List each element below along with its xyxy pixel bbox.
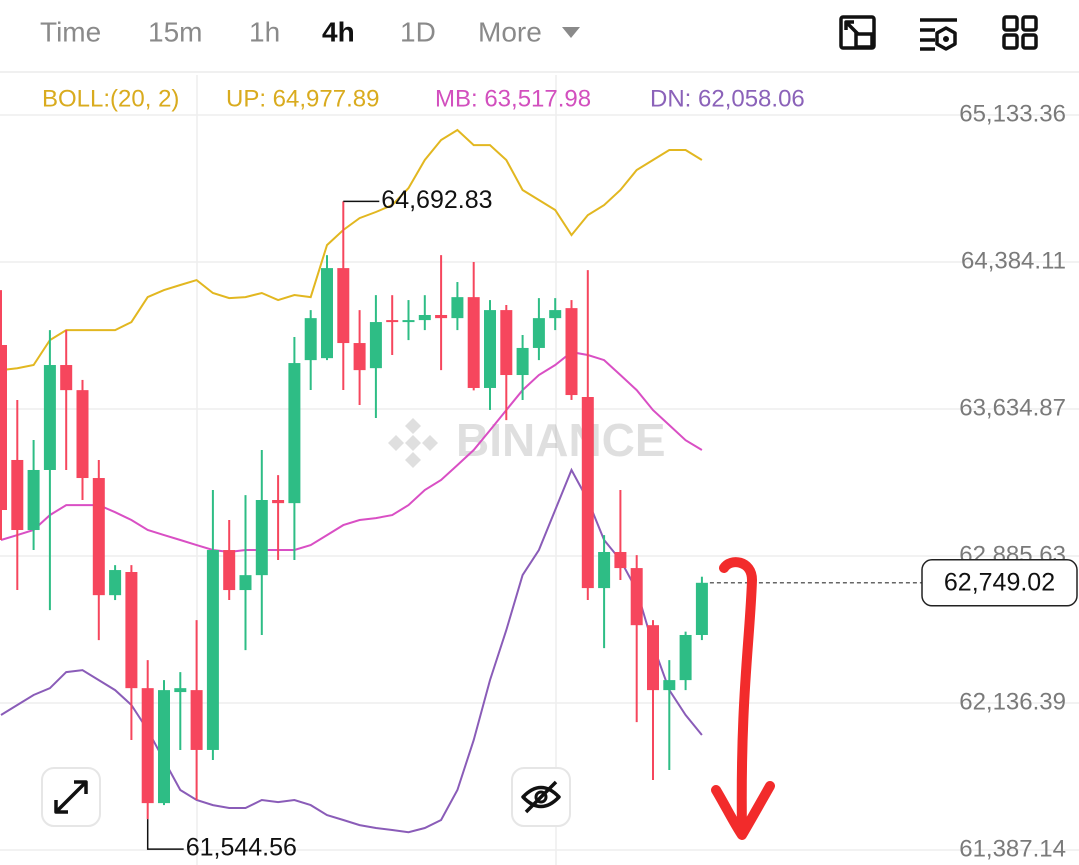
toolbar-icons bbox=[839, 15, 1038, 51]
y-tick-label: 64,384.11 bbox=[961, 247, 1066, 274]
candle-body bbox=[60, 365, 73, 391]
candle-body bbox=[647, 625, 659, 691]
candle-body bbox=[353, 343, 366, 371]
overlay: 64,692.83 61,544.56 62,749.02 bbox=[146, 186, 1078, 862]
indicator-name: BOLL:(20, 2) bbox=[42, 85, 179, 112]
candle-body bbox=[402, 320, 415, 323]
tab-more[interactable]: More bbox=[478, 16, 542, 47]
tab[interactable]: Time bbox=[40, 16, 101, 47]
candle-body bbox=[451, 297, 464, 319]
band-line bbox=[0, 467, 703, 834]
candle-body bbox=[484, 310, 496, 388]
candle-body bbox=[418, 314, 431, 321]
candle-body bbox=[272, 500, 285, 504]
candle-body bbox=[532, 318, 545, 348]
candle-body bbox=[190, 690, 203, 750]
y-tick-label: 61,387.14 bbox=[959, 835, 1066, 862]
candle-body bbox=[614, 551, 627, 569]
watermark: BINANCE bbox=[388, 414, 666, 468]
candle-body bbox=[158, 690, 170, 804]
candle-body bbox=[43, 365, 56, 470]
tab[interactable]: 15m bbox=[148, 16, 202, 47]
tab-active[interactable]: 4h bbox=[322, 16, 355, 47]
candle-body bbox=[288, 363, 301, 504]
candle-body bbox=[695, 582, 708, 635]
grid: 65,133.3664,384.1163,634.8762,885.6362,1… bbox=[0, 100, 1079, 862]
candle-body bbox=[304, 318, 317, 361]
y-tick-label: 62,136.39 bbox=[959, 688, 1066, 715]
indicator-legend: BOLL:(20, 2) UP: 64,977.89 MB: 63,517.98… bbox=[42, 85, 805, 112]
candle-body bbox=[516, 347, 529, 376]
extreme-label: 64,692.83 bbox=[381, 186, 492, 214]
band-line bbox=[0, 351, 703, 554]
candle-body bbox=[549, 310, 562, 319]
candle-body bbox=[255, 500, 268, 576]
legend-mb: MB: 63,517.98 bbox=[435, 85, 591, 112]
candle-body bbox=[109, 570, 122, 596]
tab[interactable]: 1D bbox=[400, 16, 436, 47]
tab[interactable]: 1h bbox=[249, 16, 280, 47]
candle-body bbox=[565, 308, 578, 396]
dropdown-caret[interactable] bbox=[562, 27, 580, 38]
candle-body bbox=[76, 390, 89, 479]
candle-body bbox=[679, 634, 692, 681]
candle-body bbox=[369, 322, 382, 369]
candle-body bbox=[92, 478, 105, 596]
interval-tabs: Time 15m 1h 4h 1D More bbox=[40, 16, 580, 47]
expand-button[interactable] bbox=[41, 767, 101, 827]
hide-button[interactable] bbox=[511, 767, 571, 827]
icon-settings[interactable] bbox=[920, 18, 957, 51]
hand-drawn-arrow bbox=[711, 557, 775, 840]
candle-body bbox=[581, 397, 594, 589]
candle-body bbox=[467, 297, 480, 388]
candle-body bbox=[125, 572, 138, 689]
candle-body bbox=[141, 688, 154, 804]
candle-body bbox=[11, 459, 24, 531]
extreme-label: 61,544.56 bbox=[186, 834, 297, 862]
extreme-marker bbox=[146, 819, 184, 850]
legend-dn: DN: 62,058.06 bbox=[650, 85, 805, 112]
band-line bbox=[0, 128, 703, 372]
candle-body bbox=[500, 310, 513, 376]
watermark-text: BINANCE bbox=[456, 414, 666, 466]
candles bbox=[0, 201, 708, 820]
icon-fullscreen[interactable] bbox=[839, 15, 876, 50]
y-tick-label: 65,133.36 bbox=[959, 100, 1066, 127]
candle-body bbox=[321, 268, 333, 359]
candle-body bbox=[223, 550, 236, 591]
last-price-label: 62,749.02 bbox=[944, 568, 1055, 596]
candle-body bbox=[174, 688, 187, 693]
last-price-box bbox=[921, 559, 1078, 607]
candle-body bbox=[435, 314, 448, 319]
icon-layout[interactable] bbox=[1002, 15, 1038, 50]
candle-body bbox=[206, 550, 219, 750]
y-tick-label: 63,634.87 bbox=[959, 394, 1066, 421]
candle-body bbox=[598, 551, 611, 589]
candle-body bbox=[0, 345, 7, 511]
bands bbox=[0, 128, 703, 834]
candle-body bbox=[386, 320, 399, 323]
candle-body bbox=[239, 575, 252, 591]
candle-body bbox=[337, 268, 350, 344]
candle-body bbox=[663, 680, 676, 691]
candle-body bbox=[630, 568, 643, 626]
legend-up: UP: 64,977.89 bbox=[226, 85, 379, 112]
candle-body bbox=[27, 469, 40, 531]
